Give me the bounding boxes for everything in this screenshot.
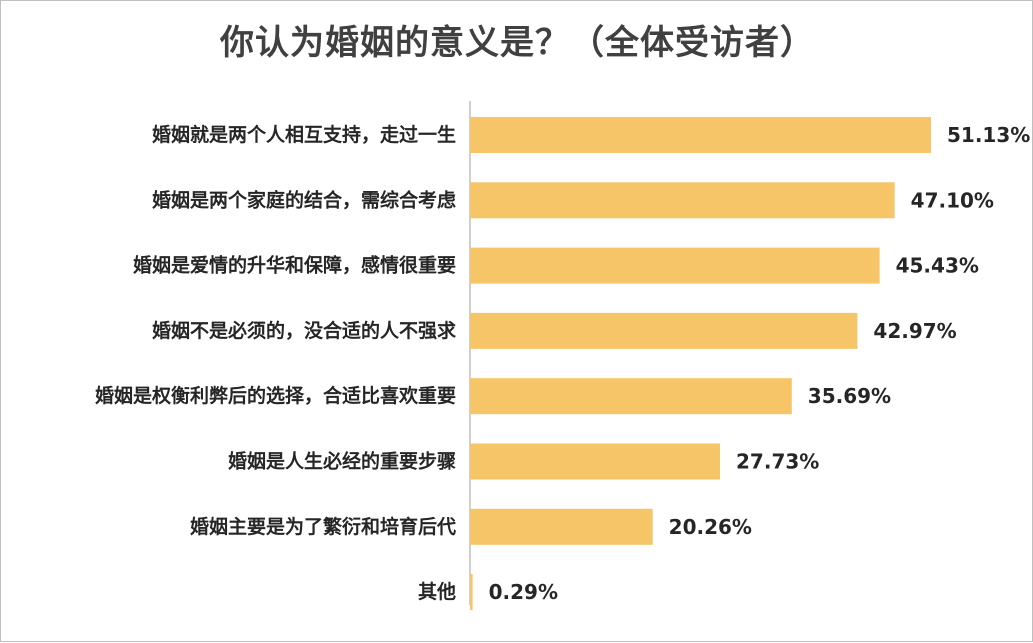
- category-label: 婚姻主要是为了繁衍和培育后代: [190, 515, 456, 538]
- value-label: 0.29%: [489, 580, 558, 604]
- value-label: 47.10%: [911, 188, 994, 212]
- bar: [470, 574, 473, 611]
- category-label: 婚姻是权衡利弊后的选择，合适比喜欢重要: [95, 384, 456, 407]
- bar: [470, 312, 858, 349]
- bar: [470, 508, 653, 545]
- value-label: 42.97%: [873, 319, 956, 343]
- bar: [470, 182, 895, 219]
- chart-title: 你认为婚姻的意义是？（全体受访者）: [220, 23, 815, 63]
- category-label: 婚姻不是必须的，没合适的人不强求: [152, 319, 457, 342]
- category-label: 婚姻就是两个人相互支持，走过一生: [152, 123, 456, 146]
- bar: [470, 378, 792, 415]
- bar-group: 婚姻就是两个人相互支持，走过一生 51.13% 婚姻是两个家庭的结合，需综合考虑 47…: [95, 117, 1030, 611]
- value-label: 27.73%: [736, 450, 819, 474]
- bar: [470, 117, 931, 153]
- value-label: 45.43%: [896, 254, 979, 278]
- category-label: 婚姻是人生必经的重要步骤: [228, 450, 456, 473]
- category-label: 婚姻是两个家庭的结合，需综合考虑: [152, 188, 456, 211]
- category-label: 其他: [418, 580, 456, 603]
- value-label: 51.13%: [947, 123, 1030, 147]
- bar: [470, 443, 721, 480]
- value-label: 35.69%: [808, 384, 891, 408]
- bar: [470, 247, 880, 284]
- value-label: 20.26%: [669, 515, 752, 539]
- category-label: 婚姻是爱情的升华和保障，感情很重要: [133, 254, 456, 277]
